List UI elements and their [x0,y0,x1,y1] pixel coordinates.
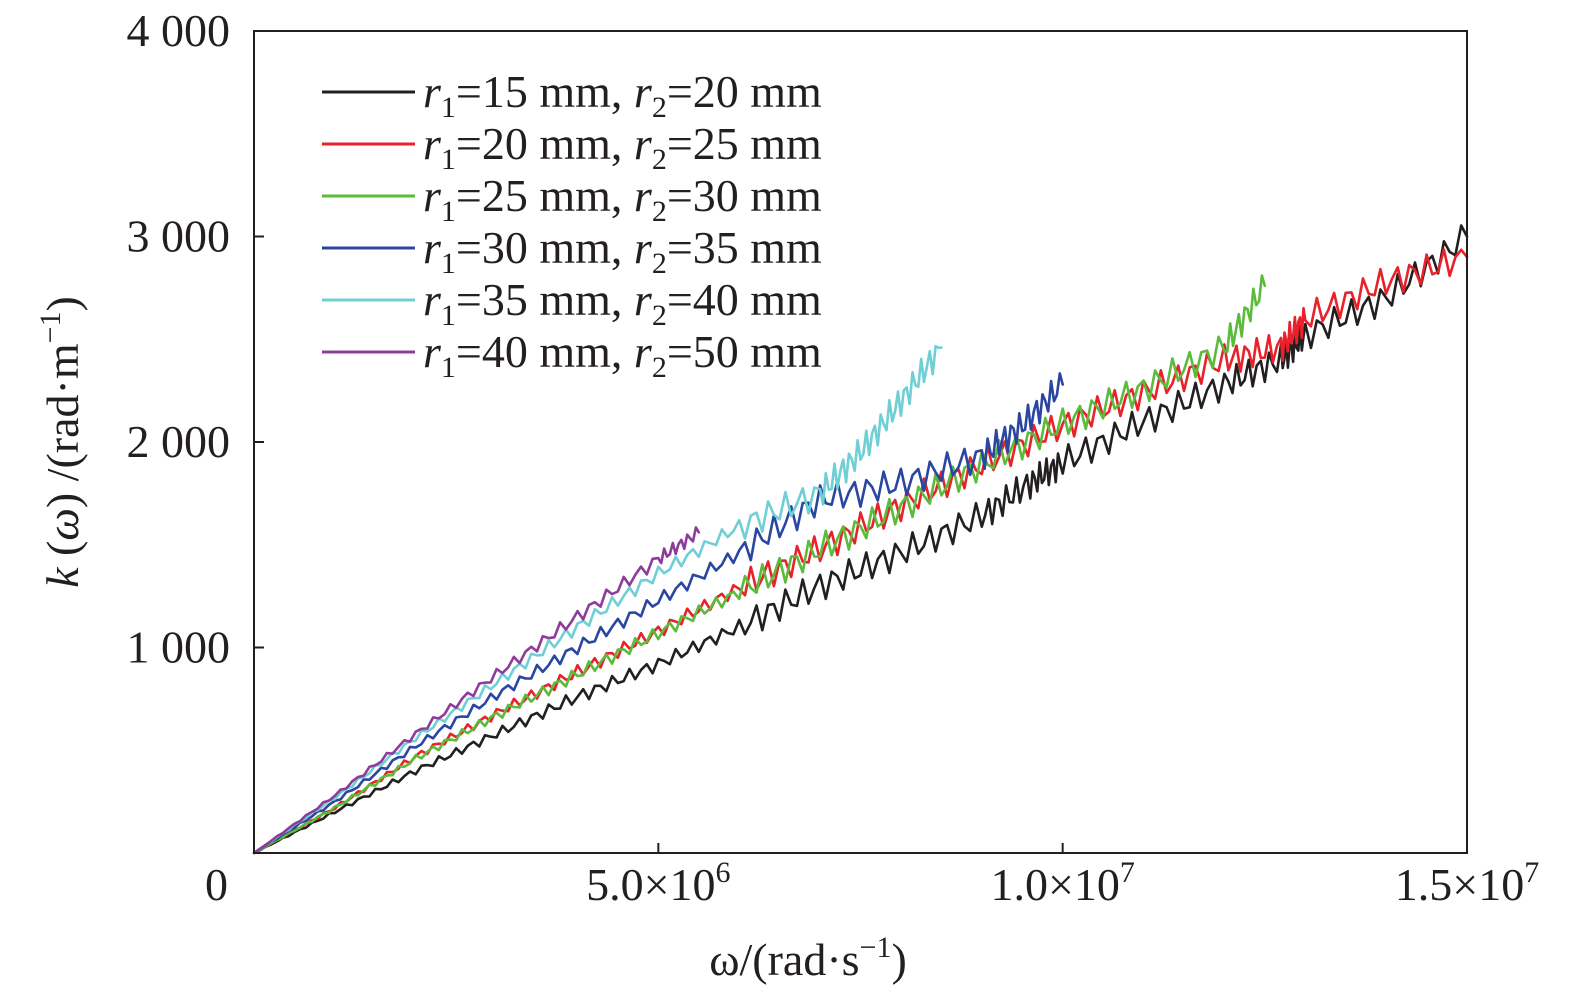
x-axis-title-main: ω/(rad·s [709,934,859,985]
legend-label: r1=35 mm, r2=40 mm [423,274,822,332]
y-tick-label: 3 000 [127,211,231,262]
legend-var: r [634,326,653,377]
series-layer [252,224,1469,855]
legend-subscript: 2 [652,143,667,176]
x-axis-title-sup: −1 [860,931,892,964]
legend-label: r1=30 mm, r2=35 mm [423,222,822,280]
legend-subscript: 2 [652,299,667,332]
legend-var: r [634,118,653,169]
legend-value: =20 mm [667,66,822,117]
legend-subscript: 2 [652,91,667,124]
legend-value: =50 mm [667,326,822,377]
y-axis-title-close: ) [37,296,88,311]
legend-value: =40 mm, [456,326,634,377]
legend-value: =30 mm [667,170,822,221]
y-axis-title-pre: ( [37,541,88,568]
y-tick-label: 2 000 [127,416,231,467]
legend-subscript: 2 [652,247,667,280]
x-tick-label: 1.5×107 [1395,856,1539,910]
legend-value: =25 mm, [456,170,634,221]
x-tick-label-mantissa: 1.5×10 [1395,859,1524,910]
x-tick-label-mantissa: 5.0×10 [586,859,715,910]
legend-subscript: 1 [441,247,456,280]
y-axis-title-sup: −1 [34,311,67,343]
series-line-5 [252,344,943,855]
legend-value: =25 mm [667,118,822,169]
legend-var: r [423,274,442,325]
legend-label: r1=15 mm, r2=20 mm [423,66,822,124]
x-axis-title-close: ) [891,934,906,985]
y-axis-title-arg: ω [37,508,88,540]
x-tick-label-exponent: 6 [716,856,731,889]
legend-subscript: 2 [652,195,667,228]
legend-label: r1=25 mm, r2=30 mm [423,170,822,228]
legend-subscript: 2 [652,351,667,384]
series-line-6 [252,526,701,855]
x-axis-title: ω/(rad·s−1) [709,931,907,985]
x-tick-label-exponent: 7 [1120,856,1135,889]
legend-label: r1=40 mm, r2=50 mm [423,326,822,384]
legend-var: r [423,118,442,169]
legend-var: r [423,222,442,273]
legend-value: =15 mm, [456,66,634,117]
y-tick-label: 1 000 [127,622,231,673]
legend-value: =35 mm [667,222,822,273]
legend-label: r1=20 mm, r2=25 mm [423,118,822,176]
legend-value: =20 mm, [456,118,634,169]
x-tick-label-mantissa: 1.0×10 [990,859,1119,910]
legend-subscript: 1 [441,143,456,176]
legend-var: r [423,326,442,377]
y-axis-title: k (ω) /(rad·m−1) [34,296,88,588]
legend-value: =30 mm, [456,222,634,273]
origin-label: 0 [205,859,228,910]
series-line-2 [252,248,1469,855]
y-axis-title-var: k [37,566,88,588]
legend-var: r [423,66,442,117]
legend-subscript: 1 [441,351,456,384]
legend-subscript: 1 [441,91,456,124]
legend-subscript: 1 [441,195,456,228]
legend-value: =40 mm [667,274,822,325]
series-line-4 [252,372,1064,855]
y-axis-title-mid: ) /(rad·m [37,343,88,508]
x-tick-label-exponent: 7 [1524,856,1539,889]
y-tick-label: 4 000 [127,5,231,56]
legend-var: r [634,66,653,117]
legend-value: =35 mm, [456,274,634,325]
x-tick-label: 5.0×106 [586,856,730,910]
x-tick-label: 1.0×107 [990,856,1134,910]
legend-subscript: 1 [441,299,456,332]
legend-var: r [634,170,653,221]
series-line-3 [252,274,1267,855]
legend-var: r [423,170,442,221]
series-line-1 [252,224,1469,855]
legend-var: r [634,222,653,273]
legend-var: r [634,274,653,325]
